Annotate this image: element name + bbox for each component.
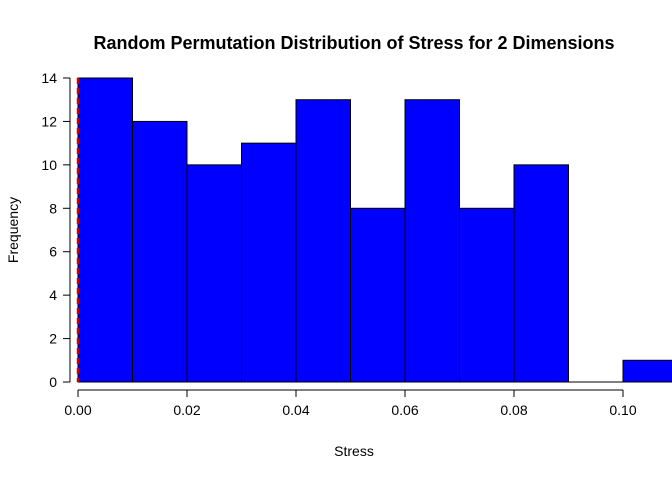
histogram-bar	[513, 164, 569, 383]
histogram-bar	[459, 207, 515, 383]
y-axis: 0 2 4 6 8 10 12 14	[41, 70, 71, 390]
y-tick-label: 4	[49, 287, 57, 303]
x-tick-label: 0.08	[500, 402, 527, 418]
x-axis: 0.00 0.02 0.04 0.06 0.08 0.10	[64, 389, 637, 418]
y-tick-label: 8	[49, 200, 57, 216]
x-axis-label: Stress	[334, 443, 374, 459]
y-tick-label: 2	[49, 331, 57, 347]
histogram-bar	[241, 142, 297, 383]
histogram-bar	[295, 99, 351, 383]
x-tick-label: 0.06	[391, 402, 418, 418]
histogram-bar	[404, 99, 460, 383]
histogram-bar	[77, 77, 133, 383]
histogram-bar	[132, 120, 188, 383]
y-axis-label: Frequency	[5, 197, 21, 263]
x-tick-label: 0.00	[64, 402, 91, 418]
chart-title: Random Permutation Distribution of Stres…	[93, 33, 614, 53]
y-tick-label: 6	[49, 244, 57, 260]
y-tick-label: 12	[41, 113, 57, 129]
bars-group	[77, 77, 672, 383]
x-tick-label: 0.04	[282, 402, 309, 418]
histogram-bar	[350, 207, 406, 383]
x-tick-label: 0.02	[173, 402, 200, 418]
y-tick-label: 0	[49, 374, 57, 390]
histogram-bar	[622, 359, 672, 383]
x-tick-label: 0.10	[609, 402, 636, 418]
histogram-bar	[186, 164, 242, 383]
y-tick-label: 14	[41, 70, 57, 86]
y-tick-label: 10	[41, 157, 57, 173]
